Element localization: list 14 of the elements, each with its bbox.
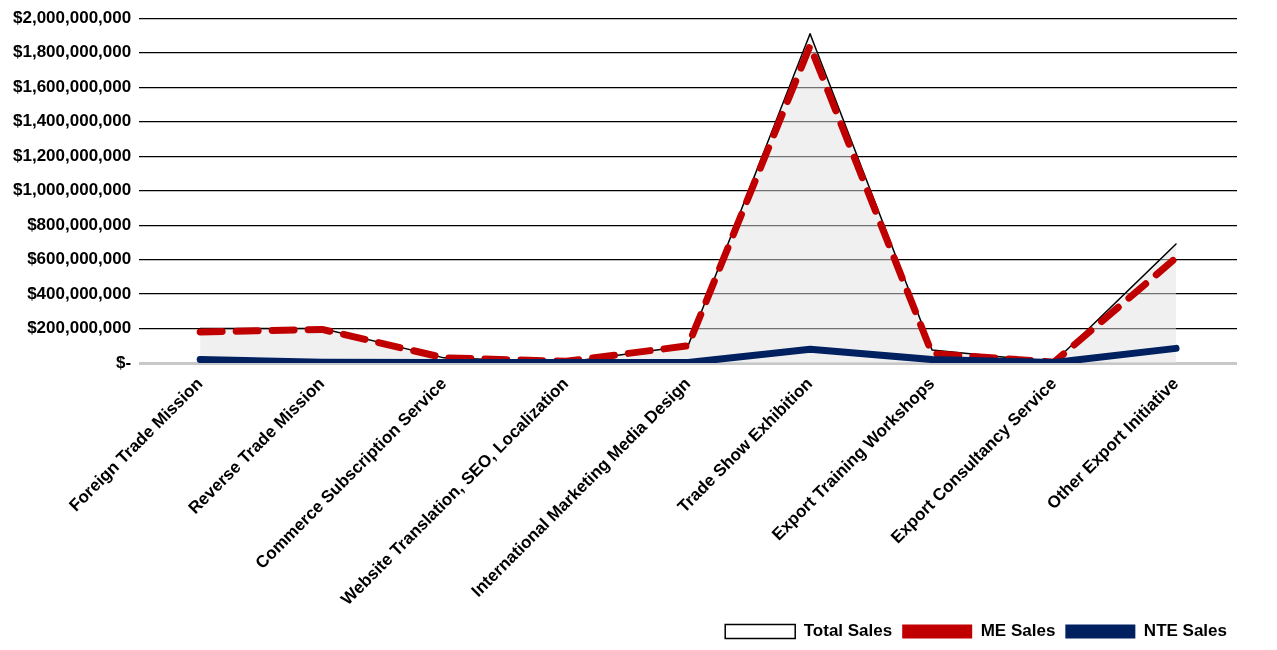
legend-label: ME Sales <box>980 621 1056 641</box>
y-tick-label: $1,400,000,000 <box>13 111 132 131</box>
y-tick-label: $1,000,000,000 <box>13 180 132 200</box>
y-tick-label: $- <box>116 352 132 372</box>
y-tick-label: $600,000,000 <box>27 249 132 269</box>
legend-label: Total Sales <box>803 621 893 641</box>
y-tick-label: $800,000,000 <box>27 214 132 234</box>
y-tick-label: $1,600,000,000 <box>13 76 132 96</box>
y-tick-label: $1,200,000,000 <box>13 145 132 165</box>
y-tick-label: $1,800,000,000 <box>13 42 132 62</box>
legend-label: NTE Sales <box>1143 621 1228 641</box>
y-tick-label: $2,000,000,000 <box>13 7 132 27</box>
y-tick-label: $400,000,000 <box>27 283 132 303</box>
y-tick-label: $200,000,000 <box>27 318 132 338</box>
